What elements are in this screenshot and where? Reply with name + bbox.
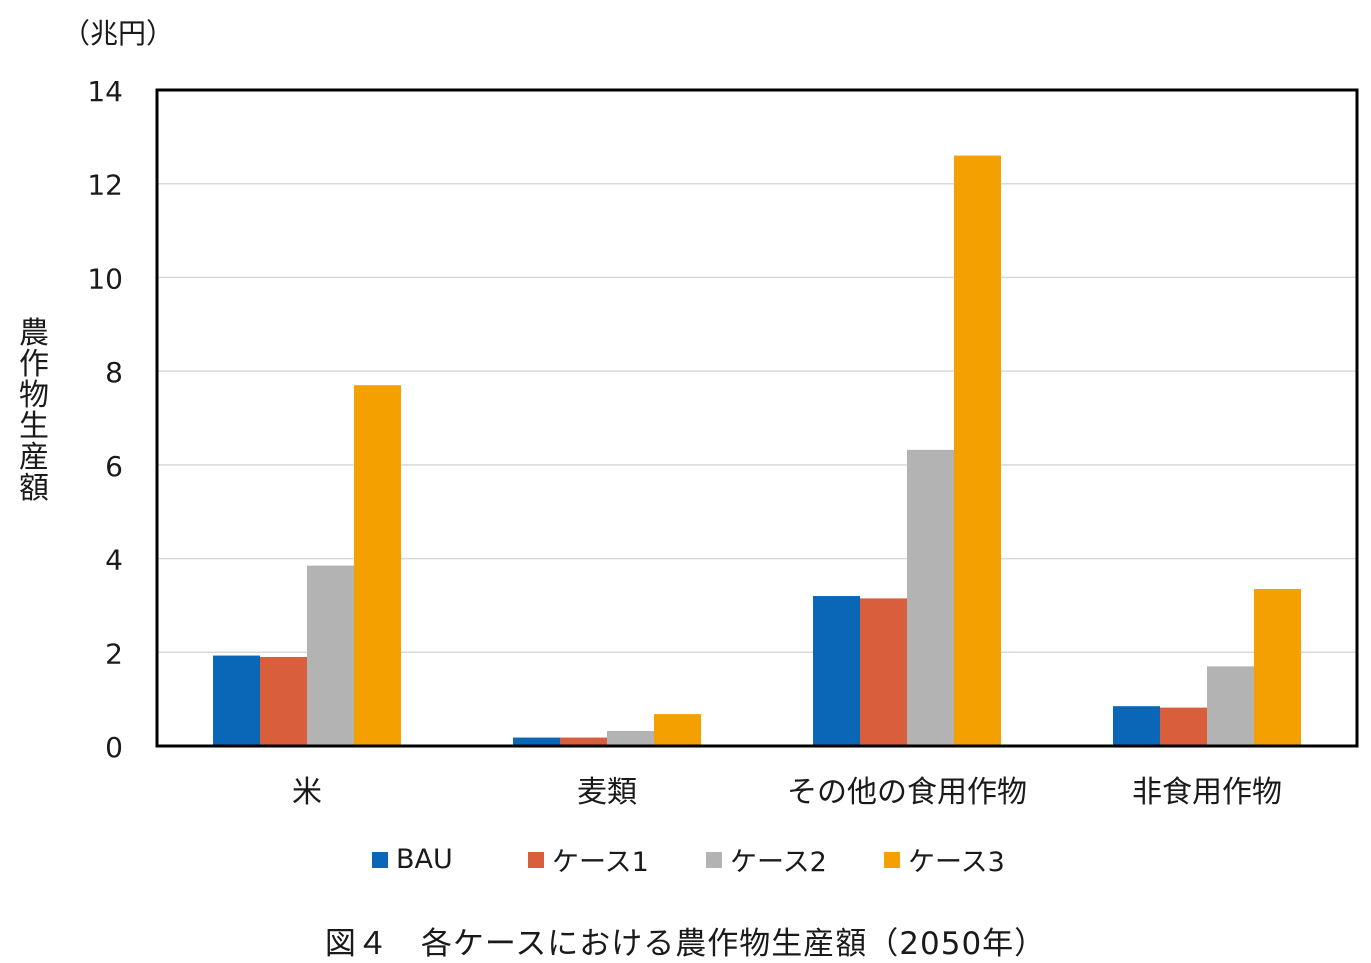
y-tick-label-8: 8 xyxy=(105,356,123,389)
y-axis-label-char-5: 額 xyxy=(19,471,49,506)
bar-3-2 xyxy=(1207,666,1254,746)
y-axis-label-char-3: 生 xyxy=(19,409,49,444)
y-axis-label: 農作物生産額 xyxy=(14,318,54,504)
bar-0-1 xyxy=(260,656,307,746)
bar-2-1 xyxy=(860,598,907,746)
legend: BAU ケース1 ケース2 ケース3 xyxy=(372,840,1033,879)
bar-3-3 xyxy=(1254,589,1301,746)
bar-2-0 xyxy=(813,596,860,746)
y-axis-label-char-1: 作 xyxy=(19,347,49,382)
legend-swatch-case3 xyxy=(884,851,900,868)
bar-0-2 xyxy=(307,565,354,746)
x-tick-label-0: 米 xyxy=(292,775,322,810)
legend-label-case2: ケース2 xyxy=(730,847,827,878)
y-tick-label-10: 10 xyxy=(87,262,123,295)
unit-label: （兆円） xyxy=(62,17,175,50)
y-axis-label-char-0: 農 xyxy=(19,316,49,351)
legend-label-case3: ケース3 xyxy=(908,847,1005,878)
legend-item-bau: BAU xyxy=(372,840,500,879)
x-tick-label-2: その他の食用作物 xyxy=(787,775,1027,810)
bar-2-2 xyxy=(907,449,954,746)
legend-label-bau: BAU xyxy=(396,844,453,875)
y-axis-label-char-4: 産 xyxy=(19,440,49,475)
y-tick-label-14: 14 xyxy=(87,75,123,108)
bar-0-0 xyxy=(213,655,260,746)
legend-swatch-bau xyxy=(372,851,388,868)
bar-1-1 xyxy=(560,737,607,746)
figure-caption: 図４ 各ケースにおける農作物生産額（2050年） xyxy=(324,926,1047,962)
y-tick-label-6: 6 xyxy=(105,450,123,483)
y-tick-label-4: 4 xyxy=(105,544,123,577)
y-tick-label-0: 0 xyxy=(105,731,123,764)
x-tick-label-3: 非食用作物 xyxy=(1132,775,1282,810)
bar-2-3 xyxy=(954,155,1001,747)
y-tick-label-2: 2 xyxy=(105,637,123,670)
bar-chart: 0 2 4 6 8 10 12 14 米 麦類 その他の食用作物 非食用作物 xyxy=(87,75,1359,810)
legend-label-case1: ケース1 xyxy=(552,847,649,878)
x-tick-label-1: 麦類 xyxy=(577,775,637,810)
legend-item-case1: ケース1 xyxy=(528,840,678,879)
plot-frame xyxy=(155,88,1359,748)
bar-3-0 xyxy=(1113,706,1160,746)
y-tick-label-12: 12 xyxy=(87,169,123,202)
legend-item-case2: ケース2 xyxy=(706,840,856,879)
bar-1-2 xyxy=(607,731,654,746)
bar-1-3 xyxy=(654,714,701,746)
legend-item-case3: ケース3 xyxy=(884,840,1005,879)
bar-3-1 xyxy=(1160,707,1207,746)
legend-swatch-case1 xyxy=(528,851,544,868)
legend-swatch-case2 xyxy=(706,851,722,868)
bar-1-0 xyxy=(513,737,560,746)
y-axis-label-char-2: 物 xyxy=(19,378,49,413)
bar-0-3 xyxy=(354,385,401,746)
